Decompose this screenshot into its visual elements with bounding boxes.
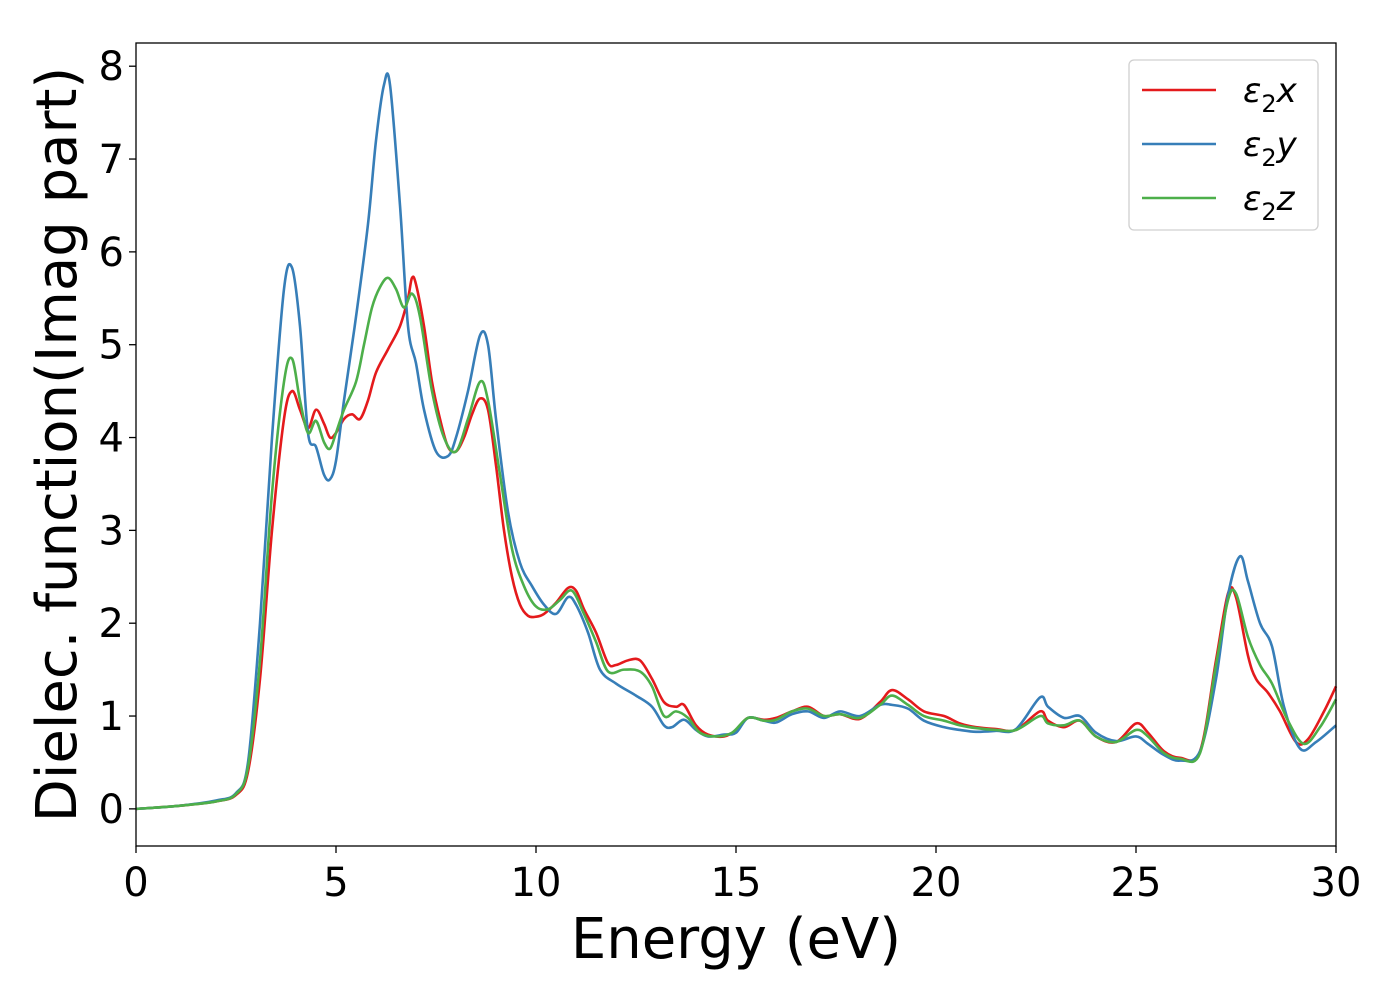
x-tick-label: 15 (711, 860, 762, 906)
legend-label-z: ε2z (1243, 179, 1296, 226)
y-tick-label: 7 (99, 137, 124, 183)
x-tick-label: 0 (123, 860, 148, 906)
y-tick-label: 5 (99, 323, 124, 369)
x-tick-label: 25 (1111, 860, 1162, 906)
legend-label-subscript: 2 (1261, 90, 1276, 118)
y-tick-label: 6 (99, 230, 124, 276)
legend-label-suffix: z (1276, 179, 1296, 219)
y-tick-label: 3 (99, 508, 124, 554)
x-tick-label: 10 (511, 860, 562, 906)
x-tick-label: 30 (1311, 860, 1362, 906)
legend-label-suffix: x (1276, 71, 1298, 111)
y-axis-title: Dielec. function(Imag part) (25, 67, 90, 823)
series-line-z (135, 276, 1338, 811)
y-tick-label: 1 (99, 694, 124, 740)
y-tick-label: 4 (99, 416, 124, 462)
legend-label-base: ε (1243, 125, 1261, 165)
axis-ticks: 0 5 10 15 20 25 30 0 1 2 3 4 5 6 7 8 (99, 44, 1362, 906)
legend-label-x: ε2x (1243, 71, 1298, 118)
x-tick-label: 5 (323, 860, 348, 906)
series-lines (135, 72, 1338, 811)
legend-label-base: ε (1243, 71, 1261, 111)
x-tick-label: 20 (911, 860, 962, 906)
y-tick-label: 0 (99, 787, 124, 833)
legend-label-base: ε (1243, 179, 1261, 219)
legend-label-y: ε2y (1243, 125, 1298, 172)
legend-box (1128, 59, 1319, 231)
legend-label-suffix: y (1276, 125, 1298, 165)
y-tick-label: 2 (99, 601, 124, 647)
legend-label-subscript: 2 (1261, 144, 1276, 172)
y-tick-label: 8 (99, 44, 124, 90)
legend-label-subscript: 2 (1261, 198, 1276, 226)
x-axis-title: Energy (eV) (571, 907, 901, 972)
